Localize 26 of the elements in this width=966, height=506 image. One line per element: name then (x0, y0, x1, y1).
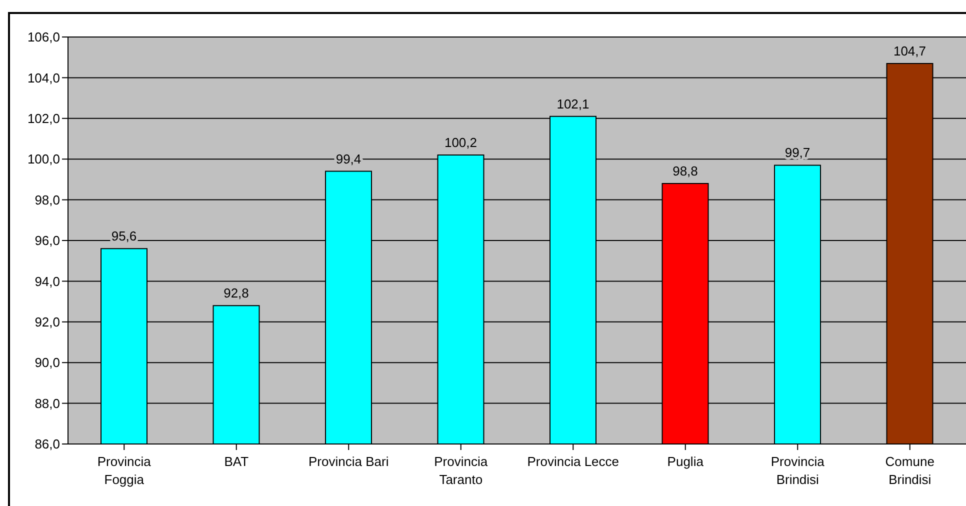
x-tick-label: Provincia Bari (308, 454, 389, 469)
y-tick-label: 94,0 (34, 274, 60, 289)
y-tick-label: 106,0 (27, 30, 60, 45)
data-label: 95,6 (111, 228, 137, 244)
data-label: 104,7 (893, 43, 926, 58)
x-tick-label: Comune Brindisi (885, 454, 934, 487)
data-label: 98,8 (672, 164, 698, 179)
data-label: 100,2 (444, 135, 478, 150)
y-tick-label: 104,0 (27, 70, 60, 86)
data-label: 92,8 (224, 286, 249, 301)
x-tick-label: Provincia Brindisi (770, 454, 826, 487)
y-tick-label: 96,0 (34, 233, 60, 248)
y-tick-label: 90,0 (34, 355, 60, 370)
x-tick-label: Provincia Lecce (527, 454, 620, 469)
y-tick-label: 100,0 (27, 152, 60, 167)
x-tick-label: Provincia Taranto (434, 454, 488, 487)
x-tick-label: Provincia Foggia (97, 454, 152, 487)
x-tick-label: BAT (224, 454, 249, 469)
x-tick-label: Puglia (667, 454, 704, 469)
y-tick-label: 102,0 (27, 111, 60, 126)
y-tick-label: 98,0 (34, 192, 60, 208)
data-label: 102,1 (556, 96, 590, 112)
y-tick-label: 86,0 (34, 436, 60, 452)
data-label: 99,7 (784, 145, 810, 160)
y-tick-label: 92,0 (34, 314, 60, 330)
y-tick-label: 88,0 (34, 396, 60, 411)
